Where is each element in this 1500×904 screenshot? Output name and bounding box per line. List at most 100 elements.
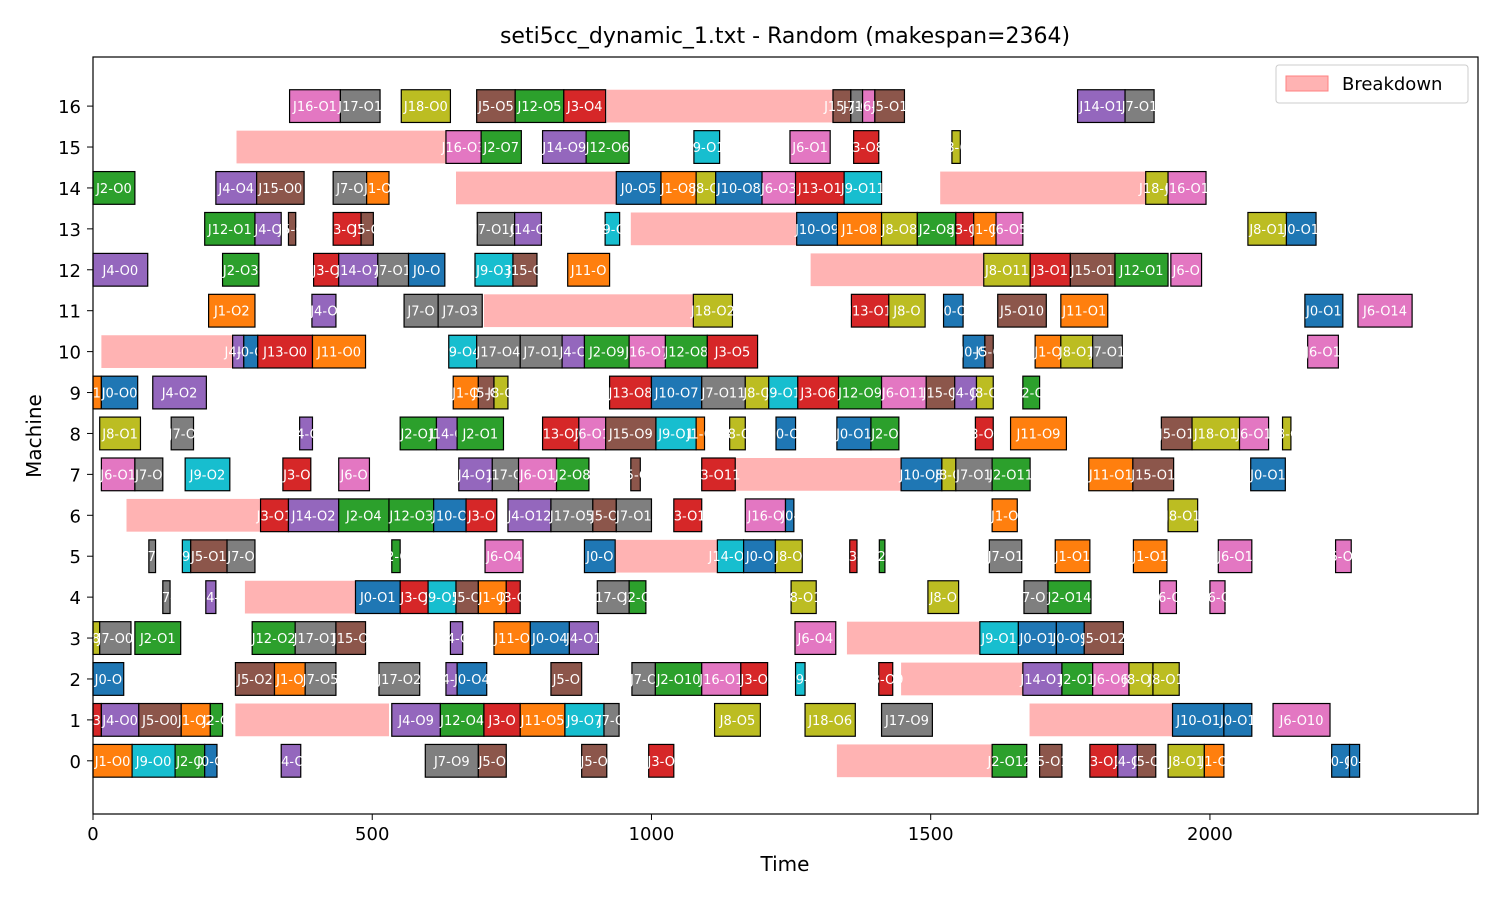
operation-rect — [311, 293, 337, 328]
operation-rect — [131, 743, 176, 778]
operation-rect — [458, 457, 493, 492]
operation-label: J12-O4 — [439, 714, 484, 729]
operation-rect — [673, 498, 703, 533]
operation-bar: J2-O14 — [1047, 580, 1092, 615]
operation-rect — [630, 457, 641, 492]
operation-bar: J2-O4 — [338, 498, 390, 533]
operation-label: J9-O1 — [980, 632, 1017, 647]
operation-bar: J6-O11 — [881, 375, 927, 410]
operation-bar: J13-O1 — [847, 293, 892, 328]
operation-bar: J8-O — [774, 539, 803, 574]
operation-bar: J2-O — [870, 416, 900, 451]
operation-label: J7-O — [597, 714, 625, 729]
operation-rect — [338, 252, 379, 287]
operation-bar: J14-O2 — [287, 498, 340, 533]
operation-label: J3-O1 — [965, 427, 1002, 442]
operation-bar: J0-O — [771, 416, 799, 451]
operation-bar: J8-O1 — [1247, 211, 1288, 246]
operation-rect — [92, 661, 125, 696]
operation-rect — [789, 130, 831, 164]
operation-bar: J2-O7 — [480, 130, 522, 164]
operation-bar: J1-O1 — [1054, 539, 1091, 574]
operation-label: J14-O1 — [1019, 673, 1064, 688]
operation-label: J3-O — [499, 591, 527, 606]
operation-bar: J5-O1 — [190, 539, 228, 574]
operation-rect — [493, 375, 509, 410]
breakdown-bar — [836, 744, 993, 778]
operation-label: J8-O1 — [1122, 673, 1159, 688]
operation-rect — [1055, 621, 1085, 656]
operation-label: J3-O1 — [669, 509, 706, 524]
operation-label: J13-O1 — [847, 305, 892, 320]
operation-bar: J18-O — [1138, 170, 1175, 205]
operation-label: J14-O9 — [541, 141, 586, 156]
operation-rect — [1092, 334, 1123, 369]
operation-rect — [804, 702, 856, 737]
operation-bar: J11-O — [567, 252, 611, 287]
operation-rect — [138, 702, 182, 737]
operation-label: J0-O — [94, 673, 122, 688]
operation-label: J9- — [791, 673, 809, 688]
operation-label: J12-O9 — [837, 387, 882, 402]
operation-label: J6-O1 — [99, 468, 136, 483]
operation-bar: J0-O1 — [1017, 621, 1057, 656]
operation-label: J2-O3 — [222, 264, 259, 279]
operation-rect — [477, 580, 507, 615]
operation-bar: J10-O7 — [650, 375, 703, 410]
operation-label: J8-O8 — [881, 223, 918, 238]
operation-label: J4-O — [291, 427, 319, 442]
operation-rect — [716, 539, 745, 574]
operation-label: J2-O1 — [399, 427, 436, 442]
operation-bar: J7-O10 — [473, 211, 518, 246]
operation-rect — [1029, 252, 1071, 287]
operation-rect — [874, 89, 906, 124]
operation-bar: J2-O1 — [399, 416, 438, 451]
operation-rect — [585, 130, 630, 164]
operation-rect — [257, 334, 314, 369]
operation-label: J3-O11 — [696, 468, 741, 483]
operation-label: J16-O3 — [441, 141, 486, 156]
operation-rect — [853, 130, 880, 164]
operation-label: J6-O — [1153, 591, 1181, 606]
operation-bar: J8-O11 — [983, 252, 1031, 287]
operation-label: J0-O1 — [1219, 714, 1256, 729]
operation-rect — [1167, 170, 1207, 205]
operation-rect — [1307, 334, 1339, 369]
operation-label: J2-O — [202, 714, 230, 729]
operation-label: J0-O — [771, 427, 799, 442]
operation-rect — [512, 252, 538, 287]
operation-label: J4-O1 — [457, 468, 494, 483]
y-tick-label: 16 — [58, 97, 81, 118]
x-tick-label: 500 — [355, 824, 389, 845]
y-tick-label: 3 — [70, 629, 81, 650]
operation-rect — [581, 743, 608, 778]
operation-rect — [1039, 743, 1063, 778]
operation-rect — [445, 130, 482, 164]
operation-label: J2-O8 — [918, 223, 955, 238]
operation-bar: J7- — [157, 580, 175, 615]
operation-rect — [1132, 539, 1168, 574]
operation-label: J3-O4 — [566, 100, 603, 115]
operation-label: J1-O2 — [177, 714, 214, 729]
operation-label: J8-O5 — [719, 714, 756, 729]
operation-label: J8-O — [486, 387, 514, 402]
operation-rect — [836, 416, 872, 451]
operation-label: J7-O — [335, 182, 363, 197]
operation-rect — [449, 621, 464, 656]
operation-bar: J2-O8 — [554, 457, 591, 492]
operation-label: J8-O — [941, 141, 969, 156]
operation-rect — [1167, 743, 1205, 778]
operation-bar: J18-O6 — [804, 702, 856, 737]
operation-bar: J9-O0 — [131, 743, 176, 778]
operation-label: J9-O11 — [840, 182, 885, 197]
operation-bar: J3-O9 — [867, 661, 904, 696]
operation-label: J2- — [873, 550, 891, 565]
operation-rect — [1132, 457, 1175, 492]
operation-rect — [1281, 416, 1292, 451]
y-tick-label: 2 — [70, 670, 81, 691]
operation-rect — [1047, 580, 1092, 615]
operation-label: J1-O0 — [94, 755, 131, 770]
operation-label: J5-O — [277, 223, 305, 238]
operation-label: J0-O — [959, 346, 987, 361]
operation-bar: J7-O5 — [302, 661, 338, 696]
